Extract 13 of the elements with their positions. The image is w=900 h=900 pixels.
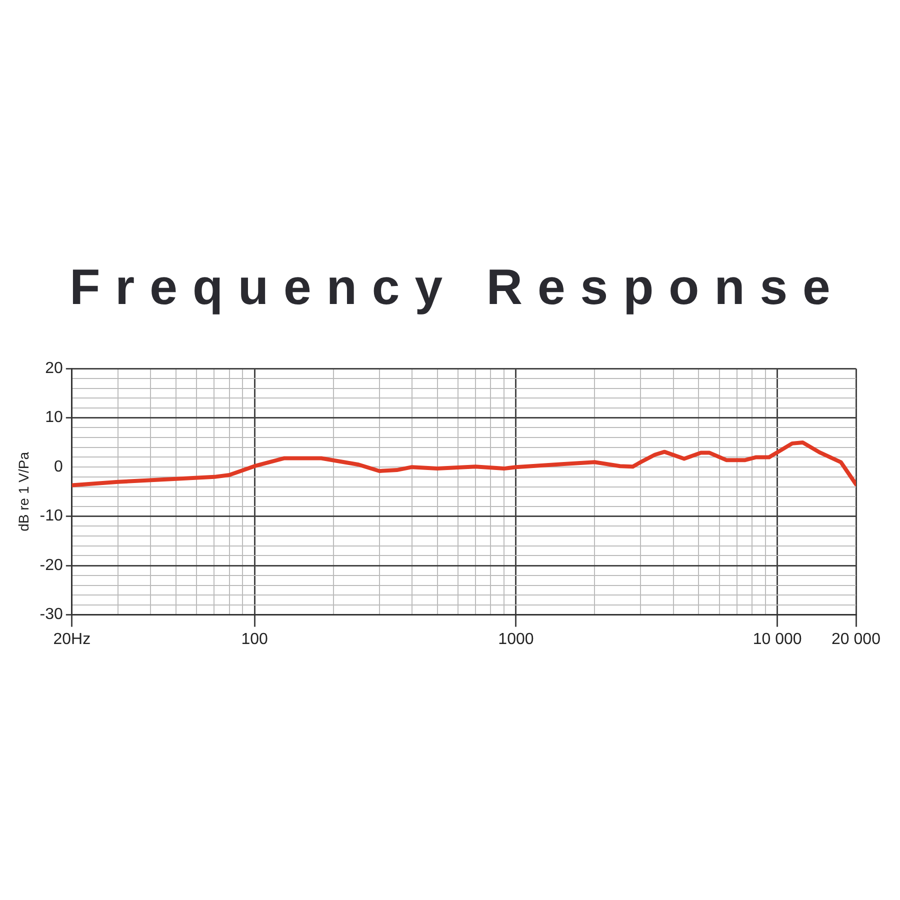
y-tick-label: -10 xyxy=(40,508,64,525)
y-tick-label: 10 xyxy=(45,409,64,426)
x-tick-label: 10 000 xyxy=(752,630,802,648)
x-tick-label: 20 000 xyxy=(832,630,881,648)
x-tick-label: 20Hz xyxy=(53,630,91,648)
x-tick-label: 100 xyxy=(241,630,268,648)
y-tick-label: -30 xyxy=(40,606,64,624)
x-tick-label: 1000 xyxy=(498,630,534,648)
y-tick-label: 20 xyxy=(45,360,64,378)
chart-title: Frequency Response xyxy=(68,258,846,316)
y-tick-label: -20 xyxy=(40,556,64,574)
y-axis-title: dB re 1 V/Pa xyxy=(15,452,32,532)
y-tick-label: 0 xyxy=(54,458,64,476)
